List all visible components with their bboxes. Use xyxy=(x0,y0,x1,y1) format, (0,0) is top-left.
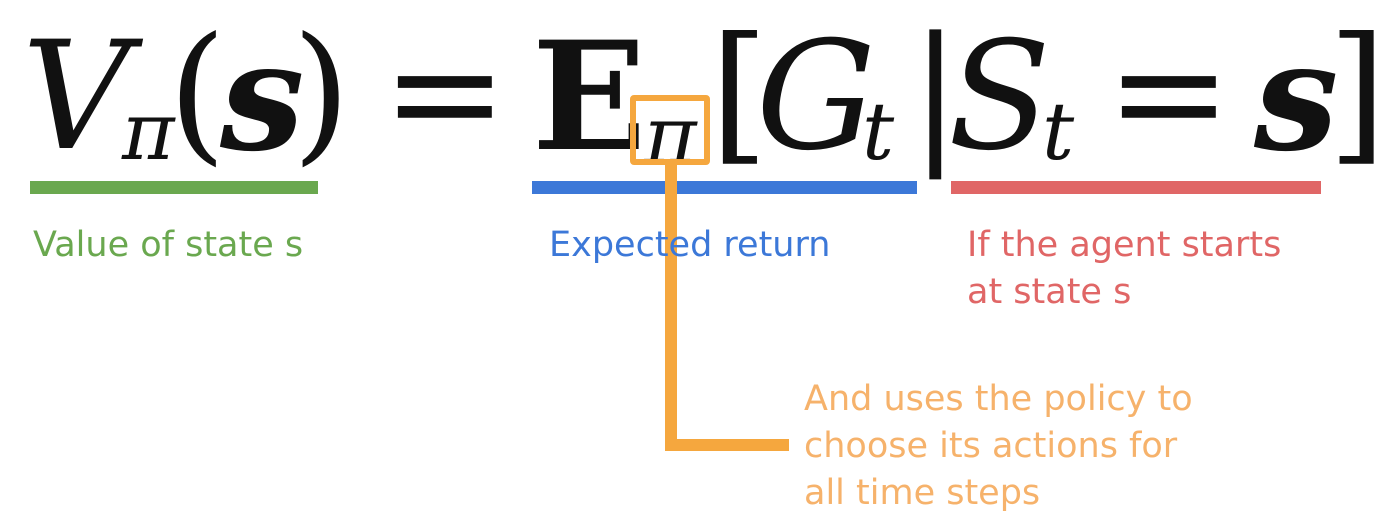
value-underline xyxy=(30,181,318,194)
expectation-symbol: E xyxy=(532,9,647,185)
left-paren: ( xyxy=(168,6,227,180)
return-symbol: G xyxy=(756,10,876,184)
value-label-text: Value of state s xyxy=(33,225,304,265)
value-symbol: V xyxy=(22,10,131,184)
state-subscript: t xyxy=(1042,85,1075,178)
right-paren: ) xyxy=(292,6,351,180)
condition-label: If the agent starts at state s xyxy=(967,222,1281,316)
expected-return-underline xyxy=(532,181,917,194)
policy-label: And uses the policy to choose its action… xyxy=(804,376,1193,517)
policy-highlight-box xyxy=(630,95,710,165)
value-label: Value of state s xyxy=(33,222,303,269)
condition-label-line-2: at state s xyxy=(967,272,1132,312)
equals-sign: = xyxy=(382,6,508,180)
inner-equals-sign: = xyxy=(1106,6,1232,180)
given-bar: | xyxy=(910,6,961,180)
policy-connector-vertical xyxy=(665,163,677,451)
policy-label-line-3: all time steps xyxy=(804,473,1041,513)
state-value: s xyxy=(1254,9,1339,185)
policy-connector-horizontal xyxy=(665,439,789,451)
policy-label-line-1: And uses the policy to xyxy=(804,379,1193,419)
value-subscript-pi: π xyxy=(122,85,175,178)
condition-underline xyxy=(951,181,1321,194)
return-subscript: t xyxy=(862,85,895,178)
close-bracket: ] xyxy=(1328,6,1387,180)
expected-return-label: Expected return xyxy=(549,222,830,269)
state-symbol: S xyxy=(948,10,1051,184)
condition-label-line-1: If the agent starts xyxy=(967,225,1282,265)
open-bracket: [ xyxy=(710,6,769,180)
state-argument: s xyxy=(220,9,305,185)
expected-return-label-text: Expected return xyxy=(549,225,831,265)
policy-label-line-2: choose its actions for xyxy=(804,426,1178,466)
